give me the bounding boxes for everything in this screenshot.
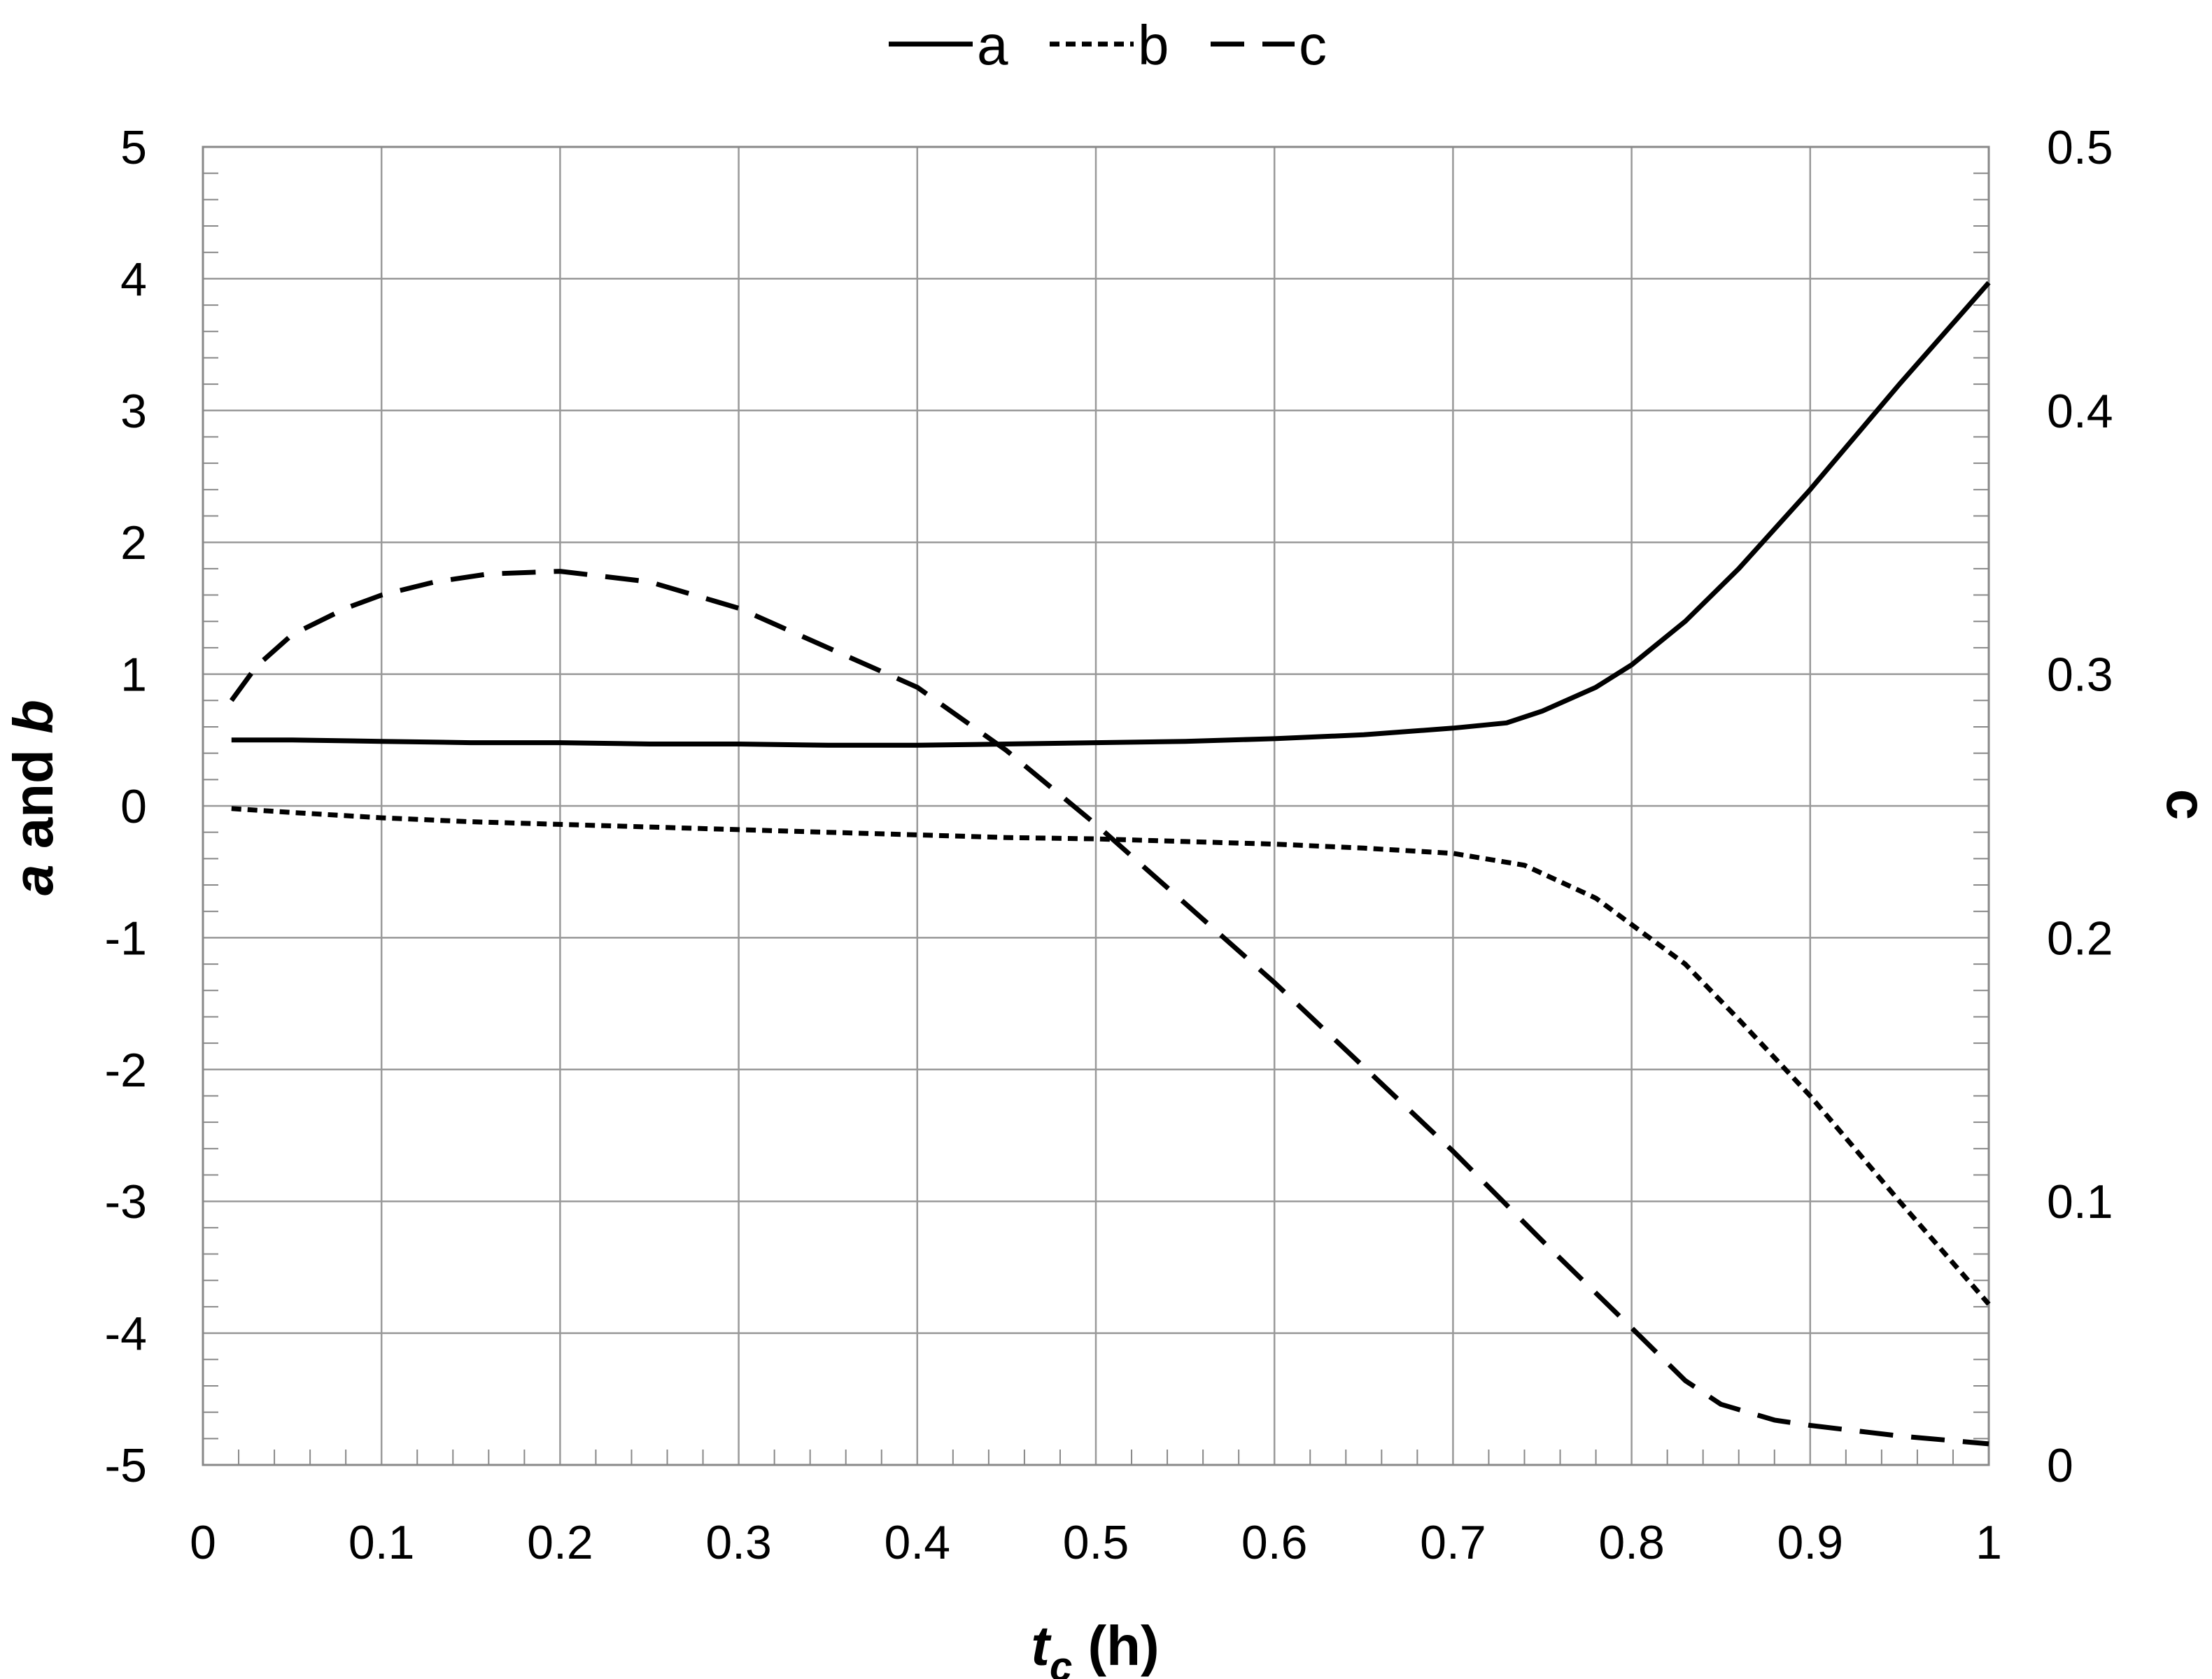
legend-label-a: a	[977, 14, 1008, 76]
x-tick-label: 0.1	[348, 1516, 415, 1569]
y-left-axis-title-b: b	[2, 700, 64, 734]
x-axis-title-main: t	[1031, 1615, 1052, 1677]
y-left-tick-label: 4	[120, 253, 147, 306]
y-right-tick-label: 0.1	[2047, 1175, 2113, 1228]
x-tick-label: 0.6	[1241, 1516, 1308, 1569]
x-tick-label: 0.7	[1420, 1516, 1486, 1569]
y-left-tick-label: -5	[105, 1439, 147, 1492]
y-right-tick-label: 0.3	[2047, 649, 2113, 702]
series-line-c	[229, 569, 1989, 1447]
x-tick-label: 0.5	[1063, 1516, 1129, 1569]
y-left-tick-label: -3	[105, 1175, 147, 1228]
y-left-tick-label: 2	[120, 516, 147, 569]
y-left-axis-title-a: a	[2, 865, 64, 896]
x-tick-label: 0	[190, 1516, 216, 1569]
series-line-a	[231, 281, 1991, 748]
y-left-tick-label: 0	[120, 780, 147, 833]
x-tick-label: 0.2	[527, 1516, 593, 1569]
legend-label-c: c	[1299, 14, 1327, 76]
series-line-b	[231, 806, 1991, 1306]
x-tick-labels: 0 0.1 0.2 0.3 0.4 0.5 0.6 0.7 0.8 0.9 1	[190, 1516, 2002, 1569]
grid-layer	[203, 147, 1989, 1465]
x-tick-label: 0.9	[1777, 1516, 1844, 1569]
x-axis-title-sub: c	[1050, 1644, 1072, 1679]
y-left-tick-label: 5	[120, 121, 147, 174]
legend: a b c	[889, 14, 1327, 76]
y-right-tick-label: 0	[2047, 1439, 2073, 1492]
y-left-axis-title: a and b	[2, 700, 64, 895]
x-tick-label: 1	[1975, 1516, 2002, 1569]
y-right-tick-label: 0.2	[2047, 912, 2113, 965]
minor-ticks	[203, 172, 1989, 1465]
y-left-tick-labels: 5 4 3 2 1 0 -1 -2 -3 -4 -5	[105, 121, 147, 1492]
y-left-axis-title-and: and	[2, 734, 64, 865]
y-left-tick-label: 1	[120, 649, 147, 702]
y-left-tick-label: 3	[120, 385, 147, 438]
y-right-axis-title: c	[2155, 789, 2212, 821]
x-axis-title-rest: (h)	[1072, 1615, 1159, 1677]
legend-label-b: b	[1138, 14, 1169, 76]
y-left-tick-label: -4	[105, 1308, 147, 1361]
y-right-tick-labels: 0.5 0.4 0.3 0.2 0.1 0	[2047, 121, 2113, 1492]
y-left-tick-label: -2	[105, 1044, 147, 1097]
y-left-tick-label: -1	[105, 912, 147, 965]
x-tick-label: 0.4	[885, 1516, 951, 1569]
y-right-tick-label: 0.5	[2047, 121, 2113, 174]
x-axis-title: tc (h)	[1031, 1615, 1159, 1679]
y-right-tick-label: 0.4	[2047, 385, 2113, 438]
x-tick-label: 0.3	[705, 1516, 772, 1569]
x-tick-label: 0.8	[1598, 1516, 1665, 1569]
series-layer	[229, 281, 1991, 1447]
plot-area	[202, 146, 1990, 1466]
